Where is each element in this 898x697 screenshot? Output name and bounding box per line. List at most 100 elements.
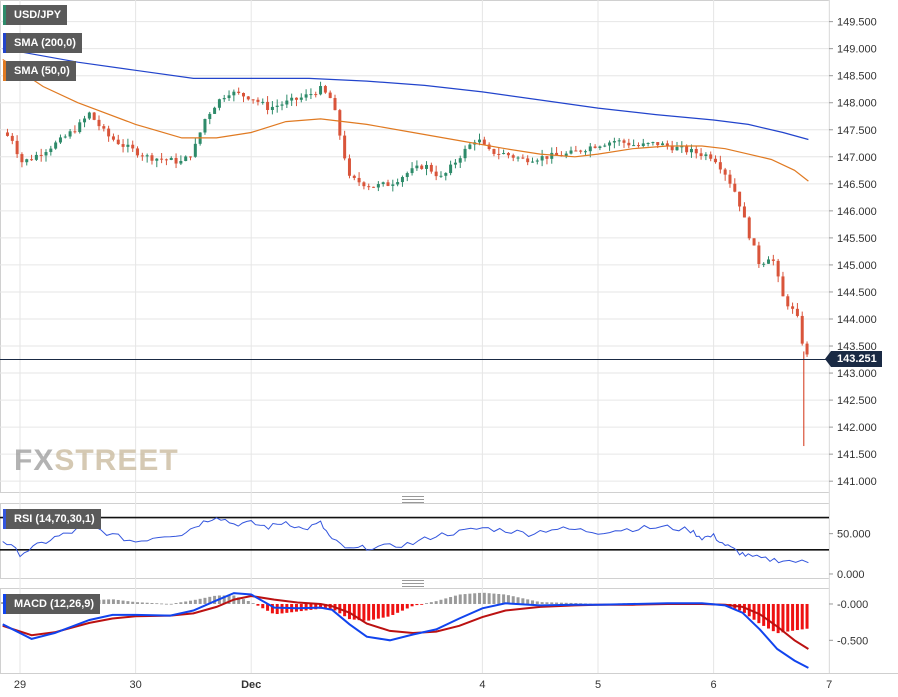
sma-line-50	[2, 59, 809, 182]
candle-body	[665, 143, 669, 146]
candle-body	[791, 306, 795, 309]
y-tick-label: 144.000	[837, 314, 877, 326]
macd-histogram-bar	[400, 603, 404, 611]
macd-histogram-bar	[434, 601, 438, 604]
candle-body	[352, 175, 356, 178]
candle-body	[733, 183, 737, 192]
macd-histogram-bar	[791, 603, 795, 631]
y-tick-label: 141.000	[837, 476, 877, 488]
candle-body	[574, 150, 578, 152]
macd-histogram-bar	[193, 599, 197, 604]
candle-body	[434, 171, 438, 177]
candle-body	[709, 154, 713, 159]
candle-body	[425, 164, 429, 169]
candle-body	[333, 98, 337, 111]
macd-histogram-bar	[160, 603, 164, 605]
candle-body	[453, 162, 457, 165]
macd-histogram-bar	[526, 599, 530, 604]
macd-histogram-bar	[376, 603, 380, 619]
macd-histogram-bar	[449, 597, 453, 604]
candle-body	[386, 182, 390, 186]
x-tick-label: 7	[826, 679, 832, 691]
legend-sma200[interactable]: SMA (200,0)	[3, 33, 82, 53]
candle-body	[97, 119, 101, 127]
macd-histogram-bar	[463, 594, 467, 604]
pane-frame-macd	[0, 588, 830, 674]
legend-macd[interactable]: MACD (12,26,9)	[3, 594, 101, 614]
candle-body	[232, 91, 236, 96]
y-tick-label: 147.500	[837, 125, 877, 137]
candle-body	[757, 245, 761, 264]
macd-histogram-bar	[275, 603, 279, 615]
candle-body	[550, 152, 554, 159]
candle-body	[487, 144, 491, 150]
candle-body	[564, 153, 568, 157]
sma-line-200	[2, 48, 809, 141]
macd-histogram-bar	[781, 603, 785, 633]
macd-histogram-bar	[140, 602, 144, 604]
candle-body	[275, 105, 279, 107]
macd-histogram-bar	[473, 593, 477, 604]
macd-histogram-bar	[270, 603, 274, 614]
legend-usdjpy[interactable]: USD/JPY	[3, 5, 68, 25]
candle-body	[545, 156, 549, 159]
y-tick-label: 149.500	[837, 17, 877, 29]
rsi-line	[2, 517, 809, 564]
macd-histogram-bar	[429, 602, 433, 604]
candle-body	[583, 151, 587, 153]
legend-sma50[interactable]: SMA (50,0)	[3, 61, 76, 81]
pane-resize-handle-macd[interactable]	[402, 580, 424, 587]
macd-histogram-bar	[189, 600, 193, 604]
candle-body	[569, 150, 573, 154]
candle-body	[362, 182, 366, 187]
y-tick-label: 146.000	[837, 206, 877, 218]
candle-body	[622, 140, 626, 143]
y-tick-label: 142.000	[837, 422, 877, 434]
legend-rsi[interactable]: RSI (14,70,30,1)	[3, 509, 101, 529]
y-tick-label: 146.500	[837, 179, 877, 191]
candle-body	[73, 131, 77, 133]
macd-line	[2, 592, 809, 669]
macd-histogram-bar	[453, 595, 457, 604]
candle-body	[217, 99, 221, 108]
pane-resize-handle-rsi[interactable]	[402, 496, 424, 503]
y-tick-label: 143.000	[837, 368, 877, 380]
macd-histogram-bar	[579, 603, 583, 605]
candle-body	[121, 144, 125, 147]
candle-body	[140, 155, 144, 157]
candle-body	[776, 260, 780, 277]
last-price-tag: 143.251	[825, 351, 882, 367]
macd-histogram-bar	[502, 594, 506, 604]
candle-body	[651, 142, 655, 144]
macd-histogram-bar	[121, 600, 125, 604]
candle-body	[636, 145, 640, 147]
candle-body	[285, 100, 289, 105]
rsi-y-tick-label: 0.000	[837, 569, 865, 581]
candle-body	[420, 165, 424, 169]
macd-histogram-bar	[102, 599, 106, 604]
candle-body	[718, 162, 722, 170]
candle-body	[208, 113, 212, 120]
macd-histogram-bar	[468, 593, 472, 604]
macd-histogram-bar	[415, 603, 419, 606]
candle-body	[184, 156, 188, 162]
macd-histogram-bar	[323, 603, 327, 609]
candle-body	[169, 157, 173, 160]
candle-body	[164, 159, 168, 161]
candle-body	[107, 128, 111, 137]
macd-histogram-bar	[184, 601, 188, 604]
candle-body	[405, 173, 409, 178]
candle-body	[347, 158, 351, 176]
y-tick-label: 148.500	[837, 71, 877, 83]
macd-histogram-bar	[145, 602, 149, 604]
candle-body	[458, 158, 462, 163]
x-tick-label: 29	[14, 679, 26, 691]
macd-histogram-bar	[261, 603, 265, 609]
y-tick-label: 141.500	[837, 449, 877, 461]
macd-histogram-bar	[357, 603, 361, 621]
candle-body	[723, 169, 727, 175]
candle-body	[410, 168, 414, 174]
macd-histogram-bar	[227, 595, 231, 604]
candle-body	[376, 184, 380, 188]
candle-body	[343, 135, 347, 159]
